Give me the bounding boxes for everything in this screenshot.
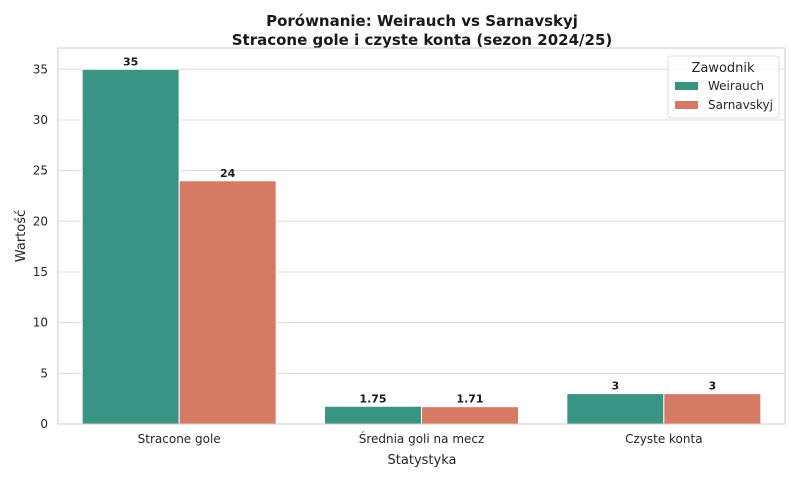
chart-subtitle: Stracone gole i czyste konta (sezon 2024… [232, 31, 613, 49]
x-axis-label: Statystyka [388, 453, 457, 468]
y-tick-label: 25 [33, 164, 48, 178]
y-tick-label: 20 [33, 214, 48, 228]
y-axis-label: Wartość [14, 210, 29, 262]
data-label: 35 [123, 55, 138, 68]
legend: Zawodnik Weirauch Sarnavskyj [667, 55, 780, 119]
bar-sarnavskyj-0 [178, 180, 277, 425]
legend-label-weirauch: Weirauch [708, 79, 764, 93]
legend-label-sarnavskyj: Sarnavskyj [708, 98, 773, 112]
y-tick-label: 15 [33, 265, 48, 279]
bar-weirauch-0 [81, 68, 180, 425]
bar-sarnavskyj-1 [421, 406, 519, 425]
data-label: 3 [612, 380, 620, 393]
data-label: 3 [709, 380, 717, 393]
x-tick-label: Średnia goli na mecz [359, 431, 485, 446]
y-tick-label: 35 [33, 62, 48, 76]
y-tick-label: 0 [40, 417, 48, 431]
x-tick-label: Czyste konta [625, 432, 702, 446]
bar-sarnavskyj-2 [663, 393, 762, 425]
y-tick-label: 30 [33, 113, 48, 127]
data-label: 1.75 [359, 392, 386, 405]
bar-weirauch-2 [566, 393, 665, 425]
y-tick-label: 5 [40, 366, 48, 380]
data-label: 1.71 [456, 393, 483, 406]
legend-swatch-weirauch [675, 82, 698, 90]
y-tick-label: 10 [33, 316, 48, 330]
plot-frame [57, 47, 786, 425]
x-tick-label: Stracone gole [138, 432, 221, 446]
legend-title: Zawodnik [691, 61, 755, 76]
chart-title: Porównanie: Weirauch vs Sarnavskyj [266, 12, 578, 30]
bar-weirauch-1 [324, 405, 422, 425]
legend-swatch-sarnavskyj [675, 101, 698, 109]
data-label: 24 [220, 167, 236, 180]
